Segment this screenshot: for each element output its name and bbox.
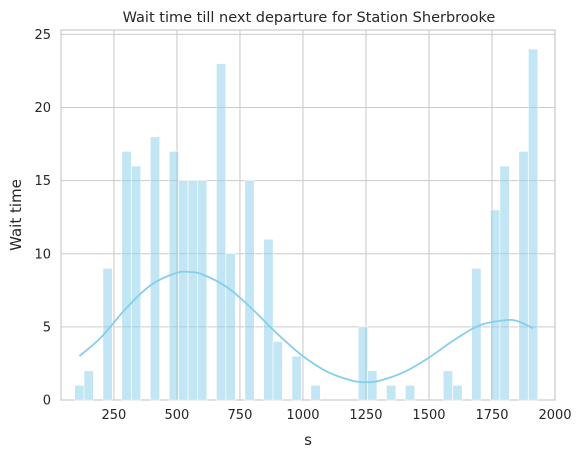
histogram-bar (490, 209, 501, 401)
y-tick-label: 15 (34, 174, 51, 189)
histogram-bar (197, 180, 208, 401)
histogram-bar (244, 180, 255, 401)
histogram-bar (216, 63, 227, 401)
y-tick-label: 0 (43, 394, 51, 409)
histogram-bar (499, 165, 510, 401)
x-tick-label: 500 (165, 408, 190, 423)
histogram-bar (121, 151, 132, 401)
histogram-bar (367, 370, 378, 401)
chart-title: Wait time till next departure for Statio… (123, 10, 496, 26)
x-tick-label: 2000 (538, 408, 571, 423)
x-tick-label: 750 (228, 408, 253, 423)
histogram-bars (74, 48, 539, 401)
histogram-bar (263, 238, 274, 401)
x-tick-label: 1000 (286, 408, 319, 423)
x-tick-labels: 250 500 750 1000 1250 1500 1750 2000 (102, 408, 572, 423)
histogram-bar (83, 370, 94, 401)
x-tick-label: 1750 (475, 408, 508, 423)
y-tick-label: 10 (34, 247, 51, 262)
x-tick-label: 250 (102, 408, 127, 423)
histogram-bar (178, 180, 189, 401)
histogram-bar (131, 165, 142, 401)
x-tick-label: 1500 (412, 408, 445, 423)
x-axis-label: s (304, 431, 312, 449)
grid-lines (61, 30, 556, 401)
y-tick-labels: 0 5 10 15 20 25 (34, 28, 51, 409)
histogram-bar (149, 136, 161, 401)
histogram-bar (272, 341, 283, 401)
histogram-bar (187, 180, 198, 401)
histogram-bar (518, 151, 529, 401)
kde-curve (78, 270, 534, 384)
histogram-bar (471, 268, 482, 401)
histogram-bar (405, 385, 416, 401)
y-tick-label: 20 (34, 101, 51, 116)
plot-frame (60, 29, 556, 401)
y-tick-label: 5 (43, 320, 51, 335)
y-tick-label: 25 (34, 28, 51, 43)
histogram-bar (452, 385, 463, 401)
histogram-bar (310, 385, 321, 401)
histogram-bar (225, 253, 236, 401)
histogram-bar (291, 355, 302, 401)
histogram-bar (386, 385, 397, 401)
histogram-bar (74, 385, 85, 401)
histogram-bar (357, 326, 368, 401)
x-tick-label: 1250 (349, 408, 382, 423)
histogram-bar (528, 48, 539, 401)
histogram-bar (442, 370, 453, 401)
y-axis-label: Wait time (7, 179, 25, 251)
